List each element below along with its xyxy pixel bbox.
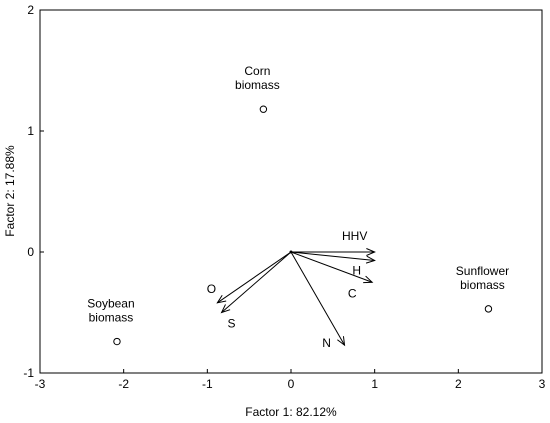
y-tick-label: -1 [23, 366, 34, 380]
x-tick-label: -2 [118, 377, 129, 391]
y-tick-label: 2 [27, 3, 34, 17]
point-label: Sunflower biomass [456, 264, 509, 292]
point-marker [113, 337, 121, 346]
score-points: Corn biomass Soybean biomass Sunflower biomas… [87, 64, 509, 346]
vector-label: HHV [342, 229, 367, 243]
y-tick-label: 1 [27, 124, 34, 138]
point-label: Corn biomass [235, 64, 280, 92]
score-point: Corn biomass [235, 64, 280, 113]
x-tick-label: 1 [371, 377, 378, 391]
axis-ticks: -3 -2 -1 0 1 2 3 -1 0 1 2 [23, 3, 545, 391]
vector-label: S [228, 317, 236, 331]
point-marker [259, 105, 268, 113]
vector-h: H [290, 251, 376, 277]
vector-o: O [207, 251, 292, 304]
point-marker [484, 305, 493, 313]
point-label: Soybean biomass [87, 297, 134, 325]
vector-hhv: HHV [291, 229, 376, 256]
vector-label: C [348, 286, 357, 300]
score-point: Sunflower biomass [456, 264, 509, 313]
x-axis-label: Factor 1: 82.12% [245, 405, 337, 419]
vector-s: S [220, 251, 292, 331]
y-axis-label: Factor 2: 17.88% [3, 145, 17, 237]
x-tick-label: -3 [35, 377, 46, 391]
y-tick-label: 0 [27, 245, 34, 259]
vector-label: N [322, 336, 331, 350]
vector-label: H [352, 263, 361, 277]
x-tick-label: 2 [455, 377, 462, 391]
vector-c: C [290, 251, 374, 300]
vector-n: N [290, 251, 346, 350]
score-point: Soybean biomass [87, 297, 135, 346]
x-tick-label: 0 [288, 377, 295, 391]
x-tick-label: -1 [202, 377, 213, 391]
x-tick-label: 3 [539, 377, 546, 391]
vector-label: O [207, 282, 216, 296]
loading-vectors: HHV HC N O S [207, 229, 376, 350]
